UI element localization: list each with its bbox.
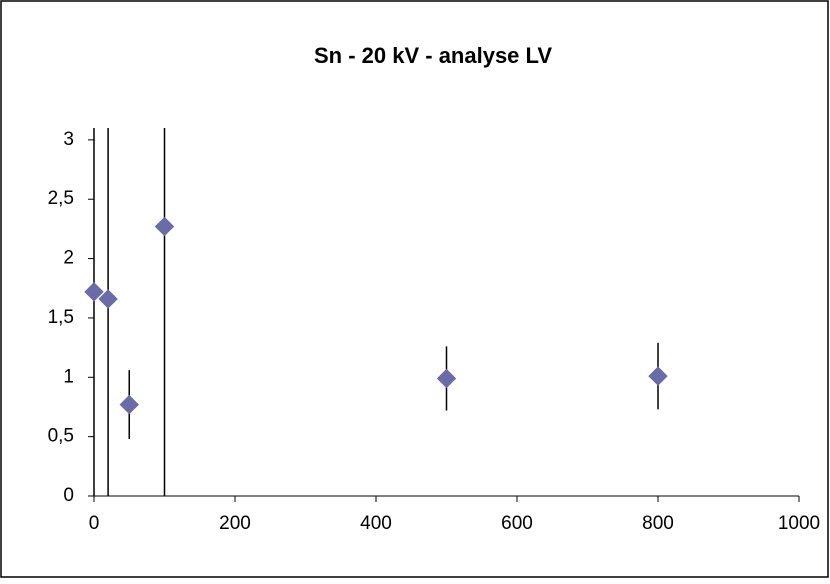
x-tick-label: 0 bbox=[89, 513, 100, 534]
data-point bbox=[436, 368, 457, 389]
data-point bbox=[119, 394, 139, 415]
y-tick-label: 0,5 bbox=[48, 426, 74, 447]
data-point bbox=[154, 216, 175, 237]
x-tick-label: 1000 bbox=[778, 513, 820, 534]
x-tick-label: 600 bbox=[501, 513, 533, 534]
data-point bbox=[98, 289, 118, 309]
x-tick-label: 200 bbox=[219, 513, 251, 534]
x-tick-label: 400 bbox=[360, 513, 392, 534]
x-tick-label: 800 bbox=[642, 513, 674, 534]
y-tick-label: 2,5 bbox=[48, 188, 74, 209]
data-point bbox=[648, 366, 668, 386]
chart-title: Sn - 20 kV - analyse LV bbox=[314, 43, 552, 68]
y-tick-label: 0 bbox=[63, 485, 74, 506]
data-point bbox=[84, 282, 104, 302]
y-tick-label: 3 bbox=[63, 129, 74, 150]
y-tick-label: 1 bbox=[63, 366, 74, 387]
y-tick-label: 2 bbox=[63, 248, 74, 269]
y-tick-label: 1,5 bbox=[48, 307, 74, 328]
